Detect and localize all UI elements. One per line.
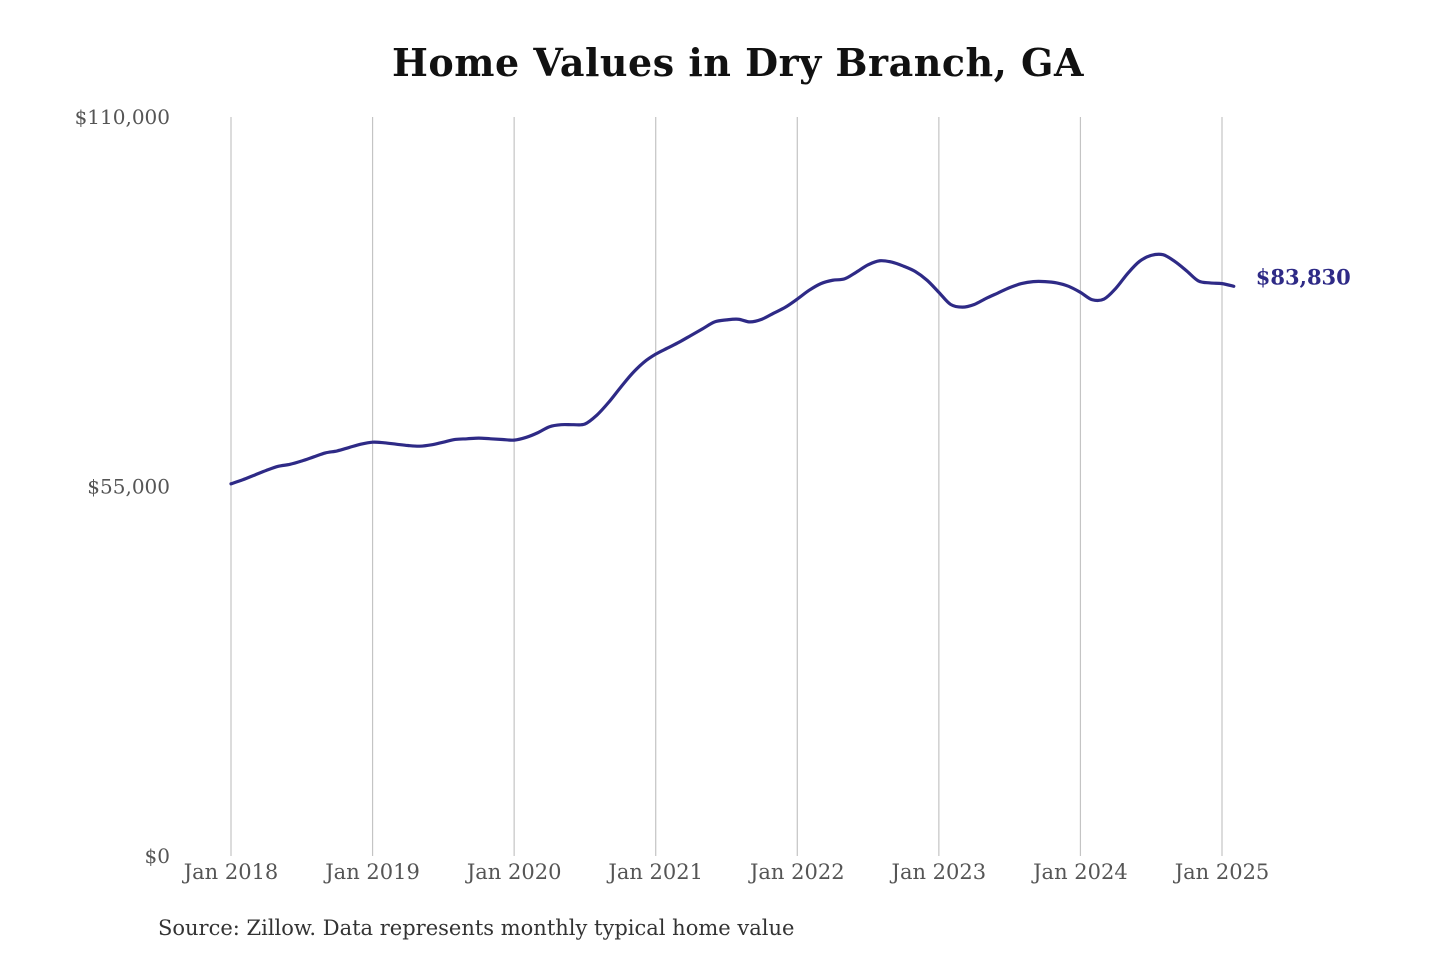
x-tick-label-2021: Jan 2021 — [606, 860, 703, 884]
x-axis-tick-labels: Jan 2018 Jan 2019 Jan 2020 Jan 2021 Jan 2022… — [182, 860, 1270, 884]
vertical-gridlines — [230, 117, 1223, 856]
y-tick-label-110000: $110,000 — [75, 105, 170, 129]
series-end-value-label: $83,830 — [1256, 264, 1351, 289]
x-tick-label-2023: Jan 2023 — [890, 860, 987, 884]
series-layer — [229, 252, 1236, 486]
end-label-layer: $83,830 — [1256, 264, 1351, 289]
chart-title: Home Values in Dry Branch, GA — [392, 40, 1084, 85]
x-tick-label-2019: Jan 2019 — [323, 860, 420, 884]
y-axis-tick-labels: $0 $55,000 $110,000 — [75, 105, 170, 868]
y-tick-label-0: $0 — [145, 844, 170, 868]
y-tick-label-55000: $55,000 — [87, 475, 170, 499]
x-tick-label-2025: Jan 2025 — [1173, 860, 1270, 884]
x-tick-label-2024: Jan 2024 — [1031, 860, 1128, 884]
x-tick-label-2020: Jan 2020 — [465, 860, 562, 884]
x-tick-label-2018: Jan 2018 — [182, 860, 279, 884]
source-note: Source: Zillow. Data represents monthly … — [158, 916, 795, 940]
x-tick-label-2022: Jan 2022 — [748, 860, 845, 884]
series-line — [229, 252, 1236, 486]
